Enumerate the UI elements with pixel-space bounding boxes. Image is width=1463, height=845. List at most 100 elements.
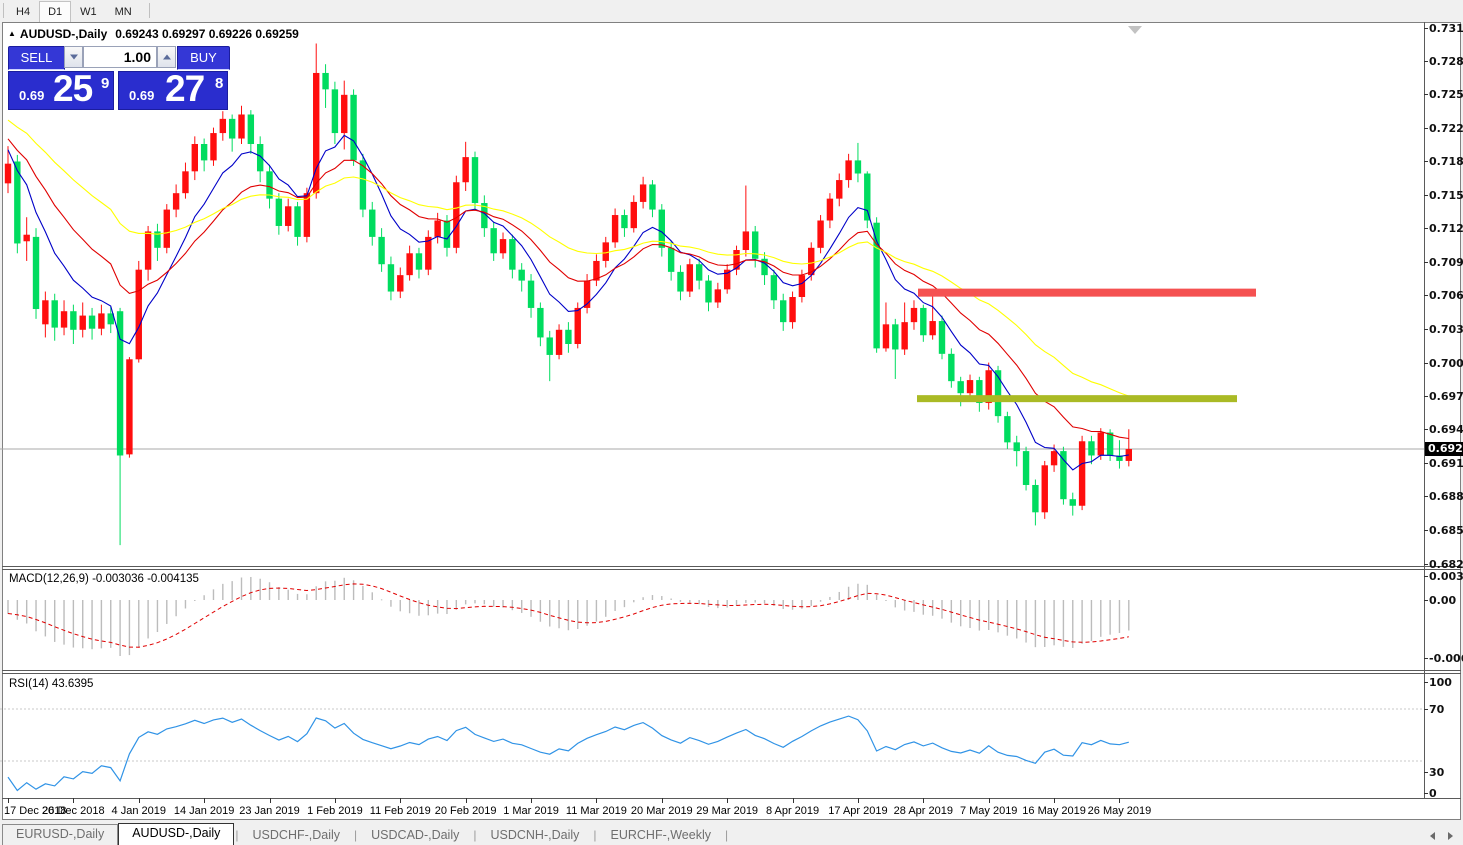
candle bbox=[780, 293, 787, 331]
tab-separator: | bbox=[473, 828, 477, 842]
symbol-tab-eurchf[interactable]: EURCHF-,Weekly bbox=[610, 828, 711, 842]
candle bbox=[425, 230, 432, 276]
buy-price-button[interactable]: 0.69 27 8 bbox=[118, 68, 228, 110]
time-axis-label: 8 Apr 2019 bbox=[765, 805, 820, 817]
macd-axis-tick-label: 0.00 bbox=[1429, 594, 1457, 607]
symbol-tab-eurusd[interactable]: EURUSD-,Daily bbox=[2, 824, 119, 845]
price-axis-tick-label: 0.72810 bbox=[1429, 54, 1463, 68]
chart-window[interactable] bbox=[2, 22, 1461, 820]
rsi-axis-tick bbox=[1424, 793, 1428, 794]
candle bbox=[639, 176, 647, 209]
time-axis-tick bbox=[8, 798, 9, 803]
candle bbox=[948, 348, 955, 388]
symbol-tab-usdchf[interactable]: USDCHF-,Daily bbox=[252, 828, 341, 842]
candle bbox=[481, 195, 488, 237]
timeframe-button-h4[interactable]: H4 bbox=[16, 6, 31, 18]
volume-increase-button[interactable] bbox=[157, 46, 176, 68]
rsi-axis-tick bbox=[1424, 772, 1428, 773]
time-axis-label: 4 Jan 2019 bbox=[111, 805, 166, 817]
rsi-indicator-chart[interactable] bbox=[0, 674, 1424, 798]
timeframe-toolbar: H4 D1 W1 MN bbox=[0, 0, 1463, 23]
candle bbox=[817, 215, 824, 254]
panel-separator[interactable] bbox=[2, 566, 1461, 567]
panel-separator bbox=[2, 569, 1461, 570]
candle bbox=[1125, 429, 1132, 467]
candle bbox=[826, 193, 834, 229]
candle bbox=[808, 242, 815, 281]
ohlc-values: 0.69243 0.69297 0.69226 0.69259 bbox=[115, 27, 299, 41]
candle bbox=[723, 264, 731, 294]
macd-indicator-chart[interactable] bbox=[0, 570, 1424, 670]
symbol-tab-bar: EURUSD-,Daily AUDUSD-,Daily | USDCHF-,Daily… bbox=[2, 822, 1461, 845]
time-axis-tick bbox=[988, 798, 990, 803]
tab-scroll-right-button[interactable] bbox=[1444, 830, 1455, 841]
main-price-chart[interactable] bbox=[0, 24, 1424, 566]
candle bbox=[985, 362, 992, 410]
timeframe-button-w1[interactable]: W1 bbox=[80, 6, 97, 18]
candle bbox=[677, 265, 684, 301]
tab-scroll-left-button[interactable] bbox=[1428, 830, 1439, 841]
candle bbox=[966, 374, 974, 399]
candle bbox=[341, 80, 348, 150]
candle bbox=[434, 212, 441, 244]
time-axis-tick bbox=[923, 798, 925, 803]
buy-price-prefix: 0.69 bbox=[129, 88, 155, 103]
time-axis-tick bbox=[334, 798, 336, 803]
macd-label: MACD(12,26,9) -0.003036 -0.004135 bbox=[9, 573, 199, 585]
candle bbox=[191, 136, 198, 181]
panel-separator[interactable] bbox=[2, 670, 1461, 671]
time-axis-tick bbox=[596, 798, 598, 803]
timeframe-button-mn[interactable]: MN bbox=[114, 6, 132, 18]
tab-separator: | bbox=[354, 828, 358, 842]
candle bbox=[565, 322, 572, 353]
timeframe-button-d1[interactable]: D1 bbox=[39, 1, 72, 23]
time-axis-tick bbox=[138, 798, 140, 803]
candle bbox=[285, 198, 292, 232]
symbol-tab-usdcnh[interactable]: USDCNH-,Daily bbox=[490, 828, 580, 842]
support-line[interactable] bbox=[917, 395, 1237, 403]
candle bbox=[126, 357, 133, 458]
candle bbox=[770, 269, 778, 310]
candle bbox=[294, 201, 301, 246]
candle bbox=[154, 223, 161, 261]
symbol-tab-usdcad[interactable]: USDCAD-,Daily bbox=[371, 828, 460, 842]
candle bbox=[1097, 428, 1104, 460]
volume-input[interactable] bbox=[83, 46, 157, 68]
candle bbox=[518, 263, 525, 292]
symbol-tab-audusd[interactable]: AUDUSD-,Daily bbox=[118, 823, 235, 845]
candle bbox=[555, 324, 563, 360]
sell-price-button[interactable]: 0.69 25 9 bbox=[8, 68, 114, 110]
symbol-collapse-icon[interactable]: ▲ bbox=[8, 29, 16, 38]
time-axis-label: 11 Feb 2019 bbox=[369, 805, 431, 817]
buy-button[interactable]: BUY bbox=[177, 46, 230, 70]
candle bbox=[182, 162, 189, 199]
candle bbox=[920, 304, 927, 342]
tab-separator: | bbox=[593, 828, 597, 842]
candle bbox=[135, 260, 142, 363]
candle bbox=[397, 267, 404, 299]
price-axis-tick bbox=[1424, 463, 1428, 465]
candle bbox=[686, 258, 694, 298]
time-axis-label: 1 Mar 2019 bbox=[503, 805, 559, 817]
candle bbox=[387, 256, 395, 301]
volume-decrease-button[interactable] bbox=[64, 46, 83, 68]
candle bbox=[238, 105, 245, 144]
candle bbox=[1004, 411, 1011, 449]
candle bbox=[275, 193, 283, 235]
time-axis-tick bbox=[727, 798, 729, 803]
symbol-name: AUDUSD-,Daily bbox=[19, 27, 108, 41]
price-axis-tick-label: 0.70360 bbox=[1429, 322, 1463, 336]
price-axis-tick bbox=[1424, 127, 1428, 129]
time-axis-tick bbox=[661, 798, 663, 803]
candle bbox=[901, 302, 908, 355]
candle bbox=[88, 307, 96, 340]
current-price-marker: 0.69259 bbox=[1425, 442, 1463, 456]
time-axis-label: 26 May 2019 bbox=[1087, 805, 1152, 817]
rsi-axis-tick-label: 0 bbox=[1429, 787, 1437, 800]
candle bbox=[509, 234, 516, 279]
candle bbox=[630, 195, 637, 233]
rsi-axis-tick-label: 70 bbox=[1429, 703, 1445, 716]
resistance-line[interactable] bbox=[918, 288, 1256, 297]
sell-button[interactable]: SELL bbox=[8, 46, 65, 70]
chart-shift-marker-icon[interactable] bbox=[1128, 26, 1142, 34]
